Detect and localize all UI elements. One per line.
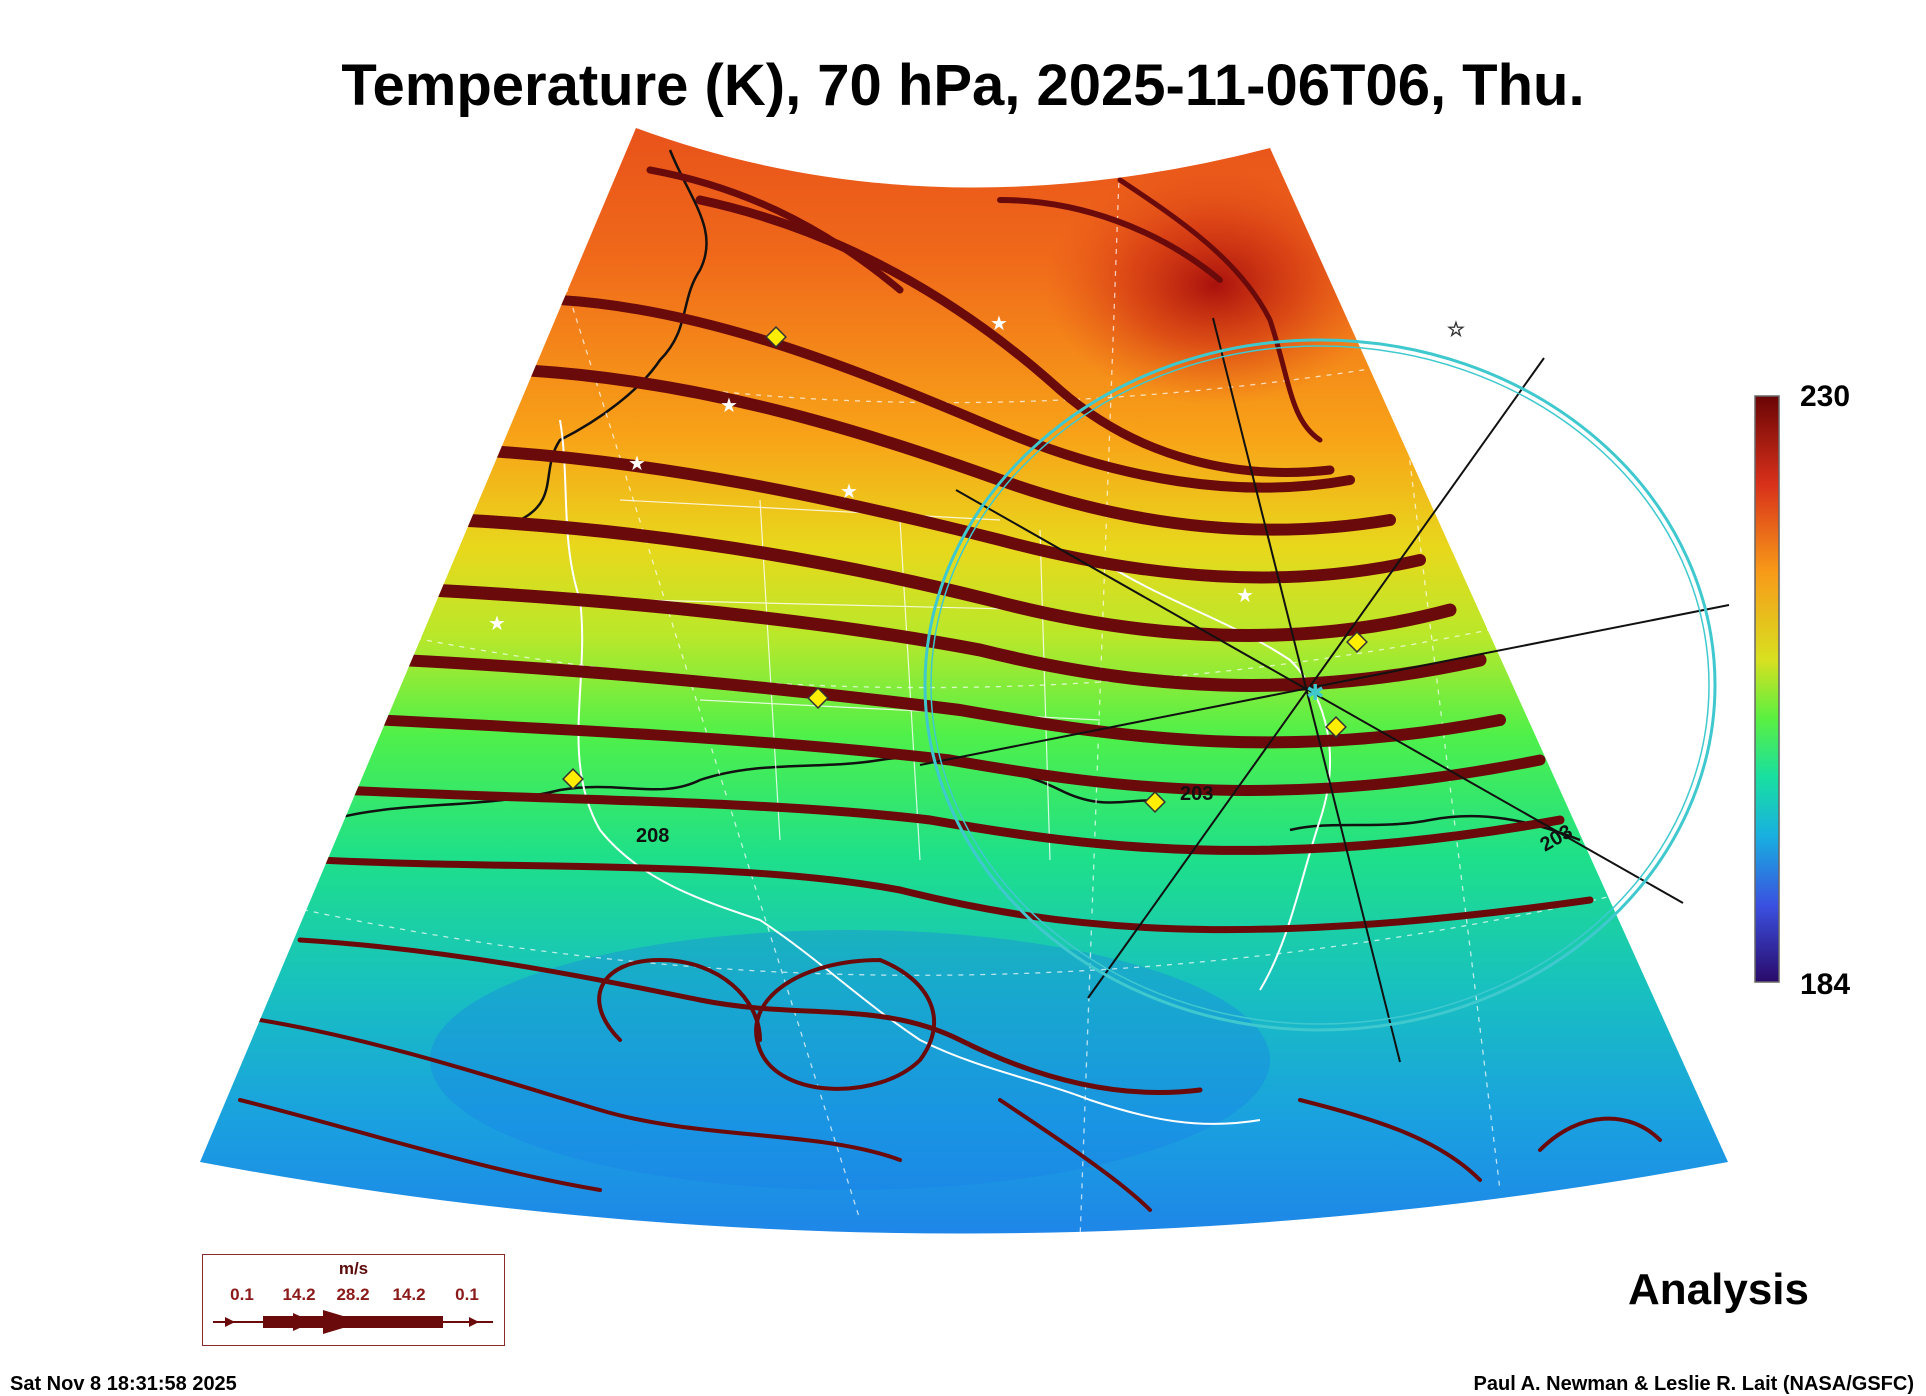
warm-core (1045, 165, 1385, 405)
colorbar-min-label: 184 (1800, 968, 1851, 1001)
legend-value: 28.2 (336, 1285, 370, 1304)
streamline (754, 958, 937, 1091)
wind-streamlines (238, 166, 1662, 1212)
coastline (559, 419, 761, 921)
diamond-marker (1325, 716, 1347, 738)
legend-value: 0.1 (455, 1285, 479, 1304)
circle-outline-inner (930, 345, 1710, 1025)
contour-label-203: 203 (1180, 783, 1213, 805)
streamline (258, 1018, 902, 1162)
coastline (519, 149, 708, 522)
diamond-marker (1346, 631, 1368, 653)
section-line (955, 489, 1684, 904)
circle-outline (923, 338, 1717, 1032)
streamline (238, 1098, 602, 1192)
star-icon: ★ (628, 451, 646, 475)
colorbar-ramp (1754, 395, 1780, 983)
streamline (646, 166, 904, 294)
streamline (316, 856, 1594, 934)
streamline (297, 937, 1203, 1096)
colorbar-max-label: 230 (1800, 380, 1851, 413)
credit: Paul A. Newman & Leslie R. Lait (NASA/GS… (1473, 1373, 1914, 1395)
section-line (1087, 357, 1545, 999)
temperature-field (200, 128, 1728, 1234)
diamond-marker (562, 768, 584, 790)
streamline (394, 654, 1506, 749)
streamline (1538, 1116, 1662, 1152)
streamline (597, 957, 762, 1042)
streamline (374, 714, 1546, 796)
colorbar (1754, 395, 1780, 983)
reference-circle: ✱ (923, 338, 1717, 1032)
legend-unit: m/s (338, 1259, 369, 1278)
legend-value: 14.2 (392, 1285, 426, 1304)
star-icon: ★ (488, 611, 506, 635)
page-title: Temperature (K), 70 hPa, 2025-11-06T06, … (341, 53, 1585, 118)
streamline (1298, 1098, 1482, 1182)
streamline (555, 295, 1355, 493)
streamline (464, 444, 1426, 584)
white-stars: ★ ★ ★ ★ ★ ★ ★ ☆ (488, 311, 1474, 635)
diamond-marker (1144, 791, 1166, 813)
streamline (695, 195, 1335, 477)
diamond-marker (765, 326, 787, 348)
streamline (997, 197, 1223, 283)
star-icon: ☆ (1447, 317, 1465, 341)
legend-value: 14.2 (282, 1285, 316, 1304)
yellow-markers (562, 326, 1368, 813)
diamond-marker (807, 687, 829, 709)
analysis-label: Analysis (1628, 1265, 1809, 1314)
section-line (919, 604, 1730, 766)
streamline (1117, 177, 1323, 443)
center-star-icon: ✱ (1306, 681, 1324, 706)
contour-label-208: 208 (636, 825, 669, 847)
streamline (423, 583, 1487, 692)
cross-section-lines (919, 317, 1730, 1063)
star-icon: ★ (720, 393, 738, 417)
streamline (998, 1098, 1152, 1212)
map-sector (200, 128, 1728, 1234)
legend-value: 0.1 (230, 1285, 254, 1304)
star-icon: ★ (990, 311, 1008, 335)
wind-speed-legend: m/s 0.1 14.2 28.2 14.2 0.1 (202, 1254, 505, 1346)
state-borders (619, 499, 1101, 861)
streamline (453, 513, 1457, 642)
star-icon: ★ (1236, 583, 1254, 607)
timestamp: Sat Nov 8 18:31:58 2025 (10, 1373, 237, 1395)
streamline (335, 785, 1565, 855)
legend-arrow-scale (213, 1310, 493, 1334)
star-icon: ★ (1456, 533, 1474, 557)
star-icon: ★ (840, 479, 858, 503)
cold-pool (430, 930, 1270, 1190)
coastline (759, 919, 1261, 1125)
